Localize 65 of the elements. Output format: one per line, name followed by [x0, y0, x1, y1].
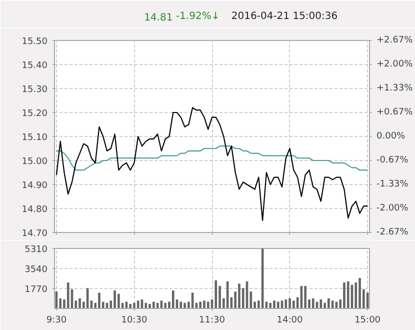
bar	[114, 290, 116, 308]
x-tick-label: 14:00	[276, 316, 304, 326]
x-tick-label: 11:30	[199, 316, 226, 326]
bar	[98, 292, 100, 308]
bar	[184, 302, 186, 308]
y-tick-label: 1770	[24, 285, 48, 295]
bar	[284, 299, 288, 308]
text: -1.92%↓	[176, 11, 220, 22]
line-series	[56, 146, 368, 171]
y-tick-label: 3540	[24, 265, 48, 275]
y2-tick-label: +2.67%	[376, 36, 414, 46]
bar	[276, 302, 280, 308]
bar	[358, 278, 361, 308]
bar	[129, 304, 132, 308]
line-series	[56, 107, 368, 222]
y-tick-label: 15.30	[22, 85, 48, 95]
y-tick-label: 14.90	[22, 181, 48, 191]
bar	[164, 302, 166, 308]
bar	[328, 298, 330, 308]
y2-tick-label: -2.67%	[376, 228, 409, 238]
y-tick-label: 14.80	[22, 205, 48, 215]
bar	[133, 302, 136, 308]
bar	[180, 302, 182, 308]
y2-tick-label: -2.00%	[376, 203, 409, 214]
bar	[238, 284, 240, 308]
y-tick-label: 15.10	[22, 133, 48, 143]
bar	[292, 300, 295, 308]
y-tick-label: 15.20	[22, 109, 48, 119]
y2-tick-label: 0.00%	[376, 132, 406, 142]
bar	[288, 298, 291, 308]
bar	[172, 290, 174, 308]
bar	[346, 281, 350, 308]
y2-tick-label: +1.33%	[376, 84, 414, 94]
bar	[324, 302, 326, 308]
bar	[343, 282, 346, 308]
bar	[152, 302, 155, 308]
y2-tick-label: +0.67%	[376, 107, 414, 118]
y-tick-label: 15.50	[22, 37, 48, 47]
y-tick-label: 15.40	[22, 61, 48, 71]
y-tick-label: 15.00	[22, 157, 48, 167]
bar	[206, 302, 210, 308]
bar	[144, 302, 148, 308]
x-tick-label: 10:30	[121, 316, 148, 326]
y-tick-label: 5310	[24, 245, 48, 255]
y2-tick-label: +2.00%	[376, 60, 414, 70]
bar	[199, 302, 202, 308]
chart-title: 2016-04-21 15:00:36	[231, 11, 338, 22]
bar	[136, 300, 140, 308]
x-tick-label: 9:30	[46, 316, 67, 326]
bar	[214, 280, 218, 308]
bar	[203, 300, 206, 308]
bar	[148, 304, 151, 308]
text: 14.81	[144, 12, 173, 24]
bar	[66, 282, 70, 308]
y-tick-label: 14.70	[22, 229, 48, 239]
bar	[320, 299, 322, 308]
bar	[118, 294, 120, 308]
bar	[78, 298, 81, 308]
bar	[304, 286, 306, 308]
bar	[273, 300, 276, 308]
x-tick-label: 15:00	[354, 316, 381, 326]
y2-tick-label: -0.67%	[376, 156, 409, 166]
bar	[312, 298, 314, 308]
y2-tick-label: -1.33%	[376, 179, 409, 190]
bar	[269, 302, 272, 308]
